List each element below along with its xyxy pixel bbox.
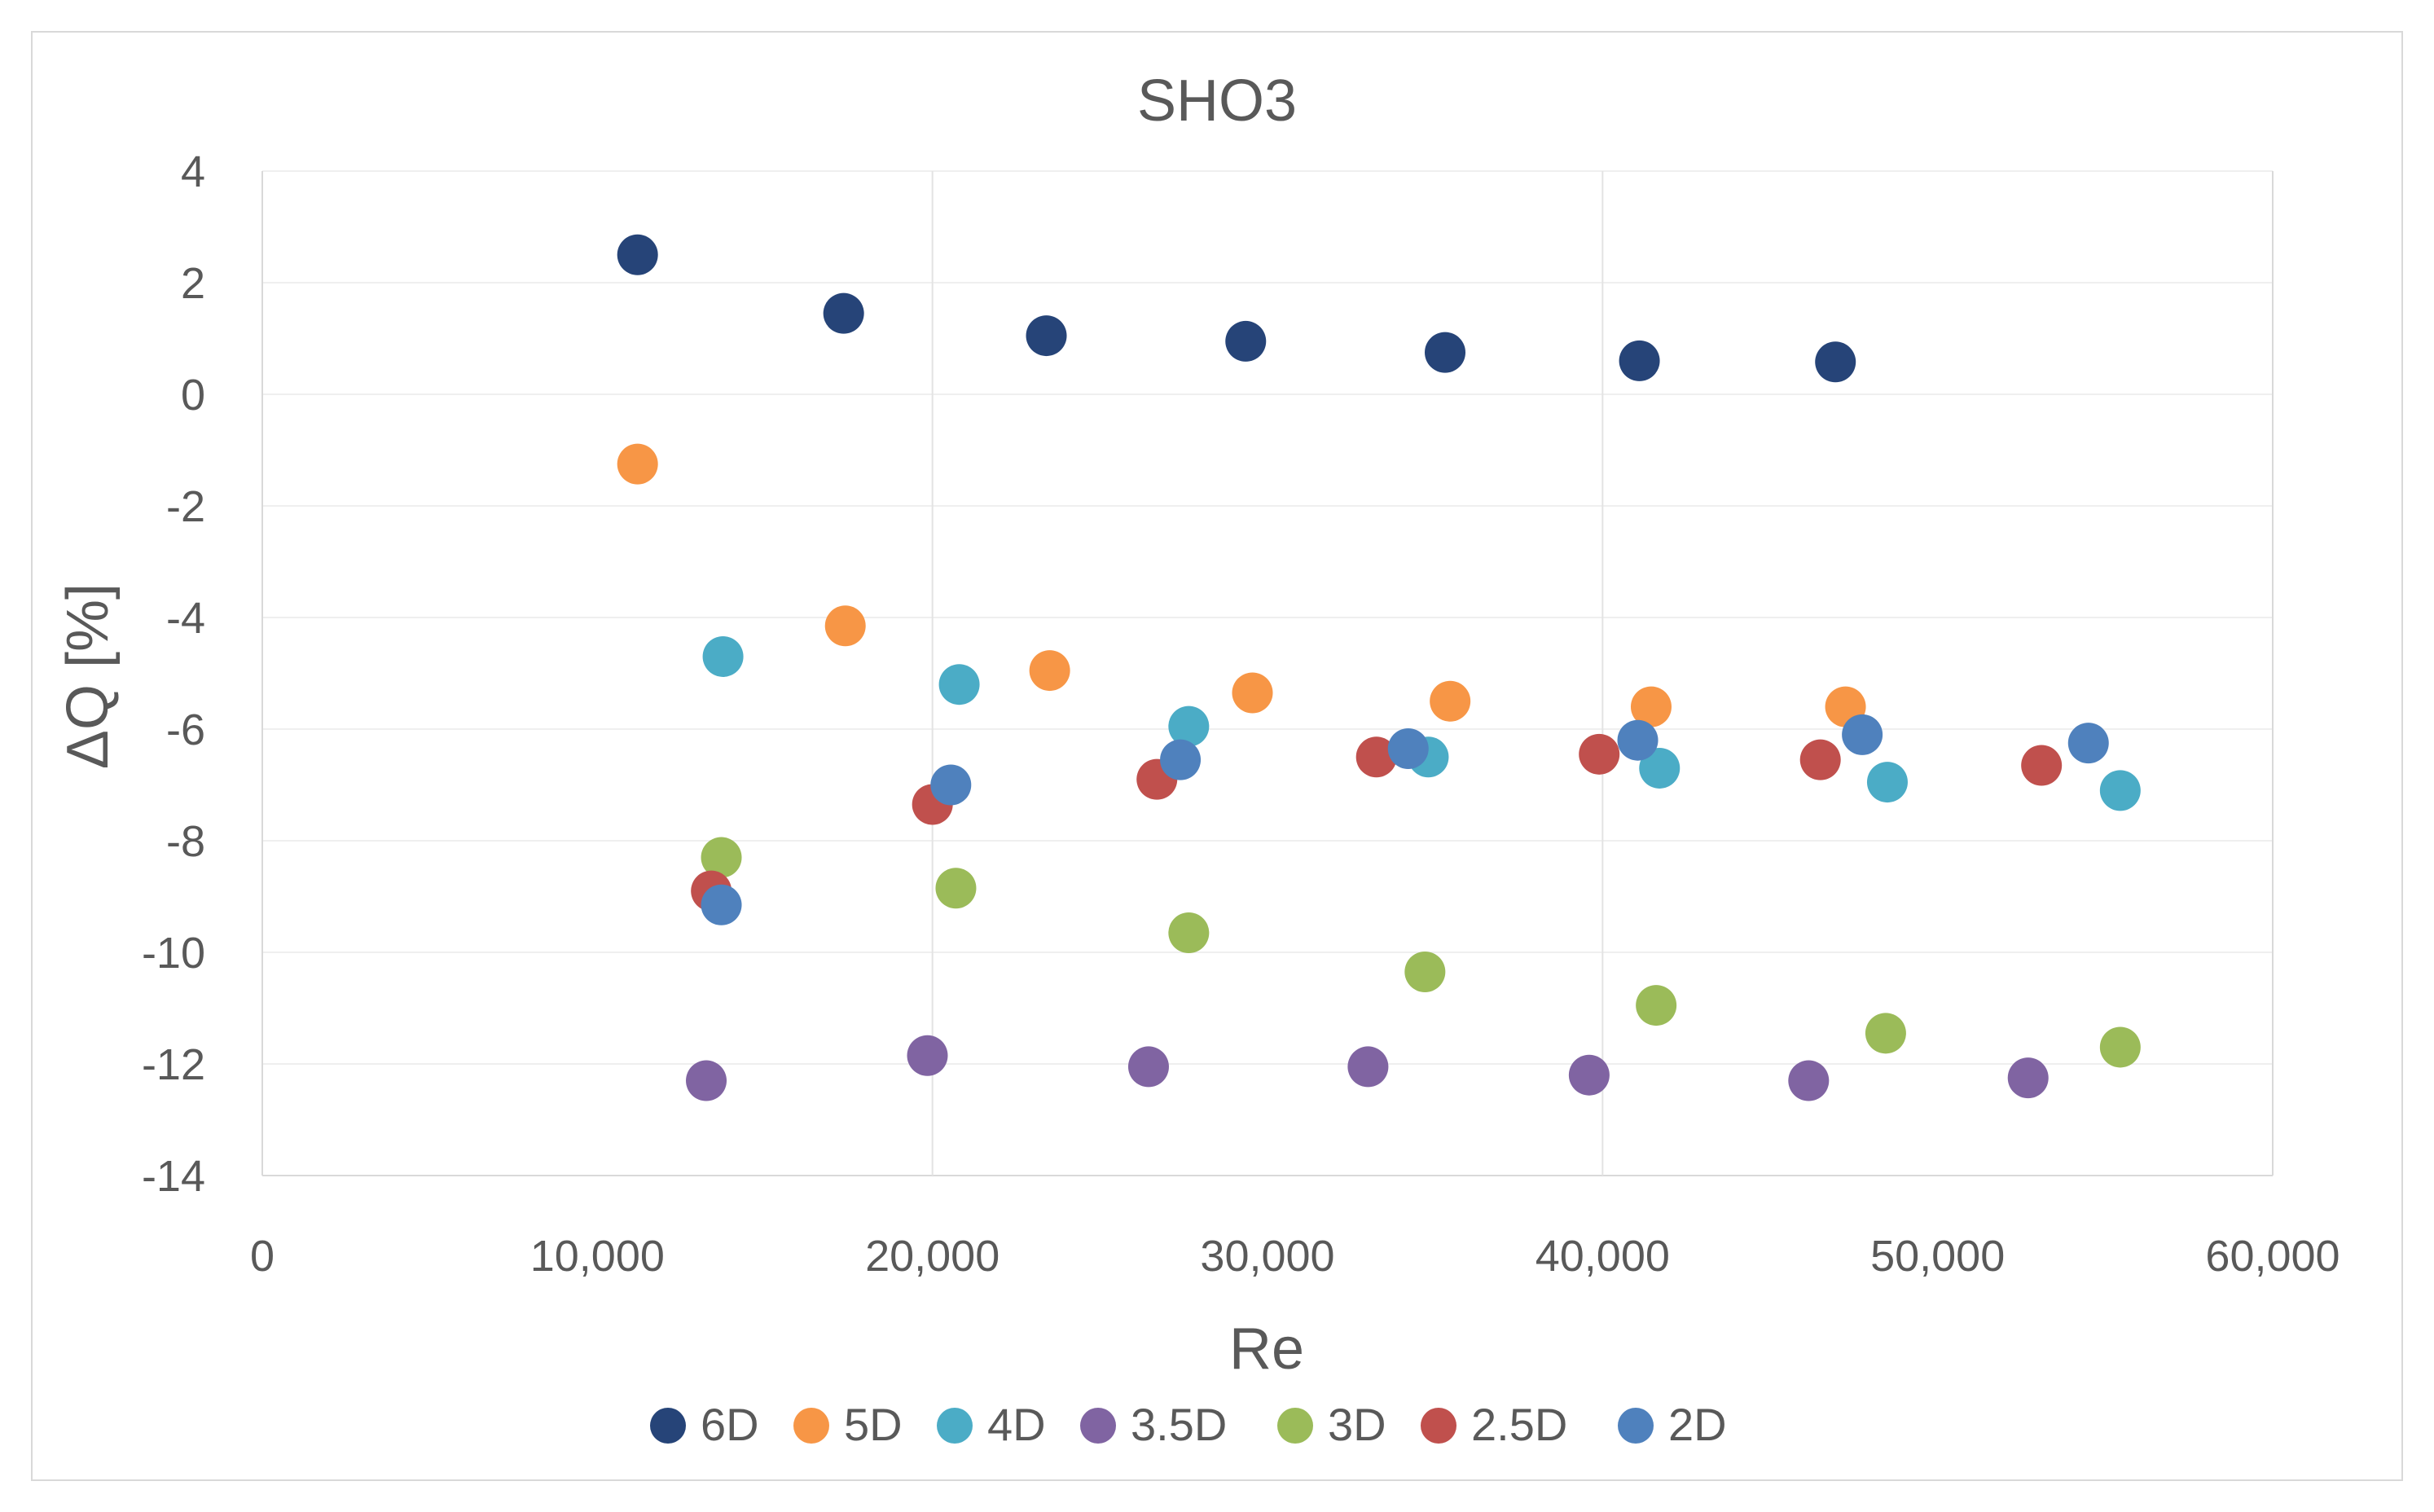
data-point — [1799, 739, 1841, 780]
x-tick-label: 20,000 — [865, 1232, 1000, 1281]
data-point — [1225, 320, 1267, 362]
data-point — [1865, 1013, 1906, 1054]
data-point — [701, 884, 742, 925]
data-point — [1168, 912, 1210, 954]
data-point — [1579, 733, 1620, 775]
gridlines — [261, 170, 2274, 1176]
series-2-5d — [691, 733, 2063, 912]
data-point — [1619, 340, 1660, 381]
legend-label: 5D — [844, 1399, 903, 1450]
series-5d — [617, 443, 1866, 727]
y-tick-label: 4 — [181, 147, 205, 196]
chart-frame — [31, 31, 2403, 1481]
data-point — [702, 635, 744, 677]
data-point — [1347, 1046, 1389, 1088]
y-tick-label: -2 — [166, 482, 205, 531]
data-point — [686, 1060, 727, 1101]
data-point — [1430, 680, 1471, 722]
data-point — [1630, 686, 1672, 727]
data-point — [930, 764, 972, 806]
y-tick-label: 2 — [181, 259, 205, 308]
data-point — [935, 868, 977, 909]
data-point — [701, 837, 742, 878]
series-4d — [702, 635, 2141, 811]
legend-marker — [650, 1408, 686, 1444]
data-point — [2007, 1057, 2049, 1099]
legend-label: 4D — [987, 1399, 1046, 1450]
series-3-5d — [686, 1035, 2049, 1101]
x-axis-label: Re — [1229, 1316, 1304, 1382]
legend-marker — [1421, 1408, 1456, 1444]
legend-marker — [1277, 1408, 1313, 1444]
y-tick-label: -8 — [166, 817, 205, 866]
legend-label: 2.5D — [1471, 1399, 1567, 1450]
data-points — [617, 234, 2141, 1101]
legend: 6D 5D 4D 3.5D 3D 2.5D 2D — [650, 1399, 1727, 1450]
data-point — [1026, 315, 1067, 357]
x-tick-label: 30,000 — [1200, 1232, 1334, 1281]
legend-label: 2D — [1668, 1399, 1727, 1450]
data-point — [1866, 762, 1908, 803]
data-point — [824, 605, 866, 647]
legend-marker — [937, 1408, 973, 1444]
data-point — [823, 292, 864, 334]
legend-marker — [1618, 1408, 1654, 1444]
legend-label: 6D — [701, 1399, 759, 1450]
data-point — [1232, 672, 1273, 714]
data-point — [1168, 705, 1210, 747]
data-point — [1029, 650, 1070, 692]
data-point — [1387, 727, 1429, 769]
x-tick-label: 40,000 — [1536, 1232, 1670, 1281]
data-point — [2099, 1026, 2141, 1068]
data-point — [2099, 770, 2141, 811]
chart-title: SHO3 — [1137, 68, 1297, 134]
data-point — [938, 664, 980, 705]
x-tick-label: 0 — [250, 1232, 275, 1281]
legend-marker — [1080, 1408, 1116, 1444]
y-tick-label: 0 — [181, 371, 205, 420]
y-tick-label: -14 — [142, 1152, 205, 1201]
data-point — [1425, 332, 1466, 373]
series-2d — [701, 714, 2109, 925]
data-point — [1160, 739, 1202, 780]
data-point — [1636, 985, 1677, 1026]
y-tick-label: -6 — [166, 705, 205, 754]
x-tick-label: 10,000 — [530, 1232, 665, 1281]
data-point — [1788, 1060, 1830, 1101]
data-point — [617, 443, 658, 485]
y-axis-label: ΔQ [%] — [55, 583, 121, 769]
data-point — [2067, 723, 2109, 764]
data-point — [617, 234, 658, 275]
data-point — [1842, 714, 1883, 755]
legend-marker — [793, 1408, 829, 1444]
data-point — [1815, 341, 1856, 383]
data-point — [1404, 951, 1446, 992]
x-tick-label: 50,000 — [1870, 1232, 2005, 1281]
data-point — [2021, 745, 2063, 786]
data-point — [1568, 1054, 1610, 1096]
series-6d — [617, 234, 1856, 383]
data-point — [1617, 719, 1659, 761]
y-tick-label: -4 — [166, 594, 205, 643]
legend-label: 3D — [1328, 1399, 1386, 1450]
data-point — [907, 1035, 948, 1076]
data-point — [1127, 1046, 1169, 1088]
axis-ticks: 4 2 0 -2 -4 -6 -8 -10 -12 -14 0 10,000 20,000 30,000 4… — [142, 147, 2340, 1281]
data-point — [1355, 736, 1397, 778]
y-tick-label: -10 — [142, 929, 205, 978]
x-tick-label: 60,000 — [2205, 1232, 2340, 1281]
y-tick-label: -12 — [142, 1040, 205, 1089]
legend-label: 3.5D — [1131, 1399, 1227, 1450]
series-3d — [701, 837, 2141, 1068]
data-point — [1639, 747, 1681, 789]
